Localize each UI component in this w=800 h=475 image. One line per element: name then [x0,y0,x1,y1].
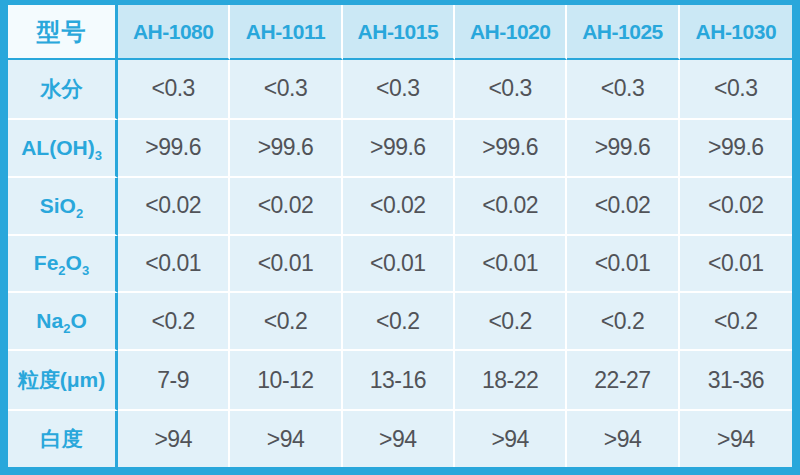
table-row: Na2O<0.2<0.2<0.2<0.2<0.2<0.2 [8,293,792,351]
column-header-ah-1011: AH-1011 [230,5,342,60]
header-row: 型号 AH-1080AH-1011AH-1015AH-1020AH-1025AH… [8,5,792,60]
cell: <0.2 [455,293,567,351]
column-header-ah-1015: AH-1015 [343,5,455,60]
column-header-ah-1020: AH-1020 [455,5,567,60]
row-label: AL(OH)3 [8,120,118,178]
product-spec-table: 型号 AH-1080AH-1011AH-1015AH-1020AH-1025AH… [8,5,792,467]
column-header-ah-1025: AH-1025 [567,5,679,60]
column-header-ah-1030: AH-1030 [680,5,792,60]
cell: >94 [680,411,792,467]
cell: >99.6 [230,120,342,178]
cell: >94 [118,411,230,467]
cell: <0.3 [230,60,342,120]
table-row: 水分<0.3<0.3<0.3<0.3<0.3<0.3 [8,60,792,120]
cell: <0.01 [455,236,567,294]
row-label: SiO2 [8,178,118,236]
table-row: Fe2O3<0.01<0.01<0.01<0.01<0.01<0.01 [8,236,792,294]
cell: <0.3 [680,60,792,120]
cell: <0.3 [455,60,567,120]
cell: 22-27 [567,351,679,411]
cell: >99.6 [343,120,455,178]
cell: <0.2 [230,293,342,351]
cell: <0.02 [343,178,455,236]
cell: <0.01 [567,236,679,294]
cell: <0.02 [567,178,679,236]
row-label: 水分 [8,60,118,120]
cell: <0.3 [343,60,455,120]
cell: <0.01 [118,236,230,294]
row-label: 粒度(μm) [8,351,118,411]
table-row: AL(OH)3>99.6>99.6>99.6>99.6>99.6>99.6 [8,120,792,178]
cell: >94 [567,411,679,467]
cell: <0.3 [118,60,230,120]
cell: 18-22 [455,351,567,411]
table-row: 粒度(μm)7-910-1213-1618-2222-2731-36 [8,351,792,411]
cell: <0.02 [118,178,230,236]
cell: 10-12 [230,351,342,411]
cell: >94 [230,411,342,467]
cell: <0.3 [567,60,679,120]
cell: 13-16 [343,351,455,411]
cell: <0.01 [343,236,455,294]
cell: >94 [455,411,567,467]
cell: <0.02 [230,178,342,236]
corner-header-model: 型号 [8,5,118,60]
cell: <0.2 [118,293,230,351]
cell: <0.2 [680,293,792,351]
cell: <0.2 [343,293,455,351]
row-label: 白度 [8,411,118,467]
cell: 31-36 [680,351,792,411]
row-label: Fe2O3 [8,236,118,294]
spec-table-frame: 型号 AH-1080AH-1011AH-1015AH-1020AH-1025AH… [0,0,800,475]
cell: >99.6 [567,120,679,178]
cell: >99.6 [118,120,230,178]
table-row: SiO2<0.02<0.02<0.02<0.02<0.02<0.02 [8,178,792,236]
cell: <0.2 [567,293,679,351]
cell: <0.01 [680,236,792,294]
column-header-ah-1080: AH-1080 [118,5,230,60]
row-label: Na2O [8,293,118,351]
cell: <0.02 [680,178,792,236]
spec-table-body: 水分<0.3<0.3<0.3<0.3<0.3<0.3AL(OH)3>99.6>9… [8,60,792,467]
cell: 7-9 [118,351,230,411]
cell: <0.02 [455,178,567,236]
cell: <0.01 [230,236,342,294]
cell: >99.6 [455,120,567,178]
table-row: 白度>94>94>94>94>94>94 [8,411,792,467]
cell: >99.6 [680,120,792,178]
cell: >94 [343,411,455,467]
